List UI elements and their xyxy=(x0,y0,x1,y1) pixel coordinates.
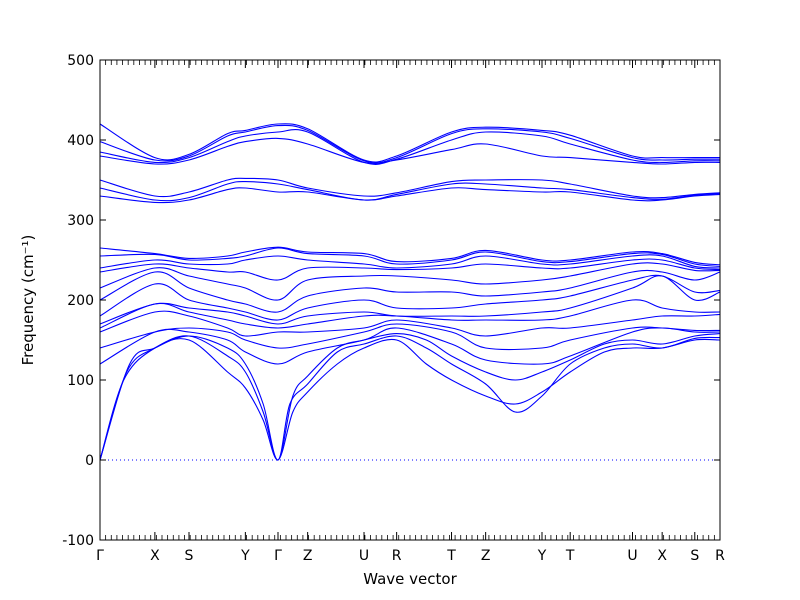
x-tick-label: Z xyxy=(481,548,491,564)
band-line-2 xyxy=(99,335,721,461)
band-lines xyxy=(99,123,721,461)
band-line-4 xyxy=(99,327,721,365)
band-line-15 xyxy=(99,246,721,266)
band-line-11 xyxy=(99,262,721,301)
band-line-5 xyxy=(99,323,721,351)
band-line-3 xyxy=(99,333,721,461)
x-tick-label: T xyxy=(565,548,575,564)
band-line-18 xyxy=(99,177,721,199)
band-line-19 xyxy=(99,137,721,165)
band-line-12 xyxy=(99,258,721,281)
band-line-9 xyxy=(99,274,721,321)
band-line-20 xyxy=(99,129,721,165)
band-line-10 xyxy=(99,269,721,313)
band-line-7 xyxy=(99,299,721,329)
band-line-1 xyxy=(99,338,721,461)
y-tick-label: -100 xyxy=(62,533,94,549)
x-tick-label: Γ xyxy=(274,548,282,564)
y-axis-title: Frequency (cm⁻¹) xyxy=(19,235,37,366)
x-tick-label: R xyxy=(392,548,402,564)
x-tick-label: X xyxy=(150,548,160,564)
y-tick-label: 300 xyxy=(67,213,94,229)
x-tick-label: Γ xyxy=(96,548,104,564)
x-axis-title: Wave vector xyxy=(363,570,457,588)
band-line-14 xyxy=(99,247,721,267)
band-line-17 xyxy=(99,181,721,202)
x-tick-label: T xyxy=(446,548,456,564)
x-tick-label: X xyxy=(657,548,667,564)
x-tick-label: Z xyxy=(303,548,313,564)
plot-frame xyxy=(99,59,721,541)
x-tick-label: Y xyxy=(537,548,547,564)
band-line-21 xyxy=(99,124,721,164)
y-tick-label: 0 xyxy=(85,453,94,469)
x-tick-label: R xyxy=(715,548,725,564)
x-tick-label: S xyxy=(690,548,699,564)
x-tick-label: U xyxy=(359,548,369,564)
y-tick-label: 400 xyxy=(67,133,94,149)
band-line-16 xyxy=(99,187,721,204)
x-tick-label: Y xyxy=(240,548,250,564)
band-line-8 xyxy=(99,275,721,325)
band-line-13 xyxy=(99,254,721,269)
y-tick-label: 100 xyxy=(67,373,94,389)
band-line-6 xyxy=(99,310,721,337)
band-line-22 xyxy=(99,123,720,163)
x-tick-label: S xyxy=(185,548,194,564)
y-tick-label: 500 xyxy=(67,53,94,69)
x-tick-label: U xyxy=(627,548,637,564)
y-tick-label: 200 xyxy=(67,293,94,309)
